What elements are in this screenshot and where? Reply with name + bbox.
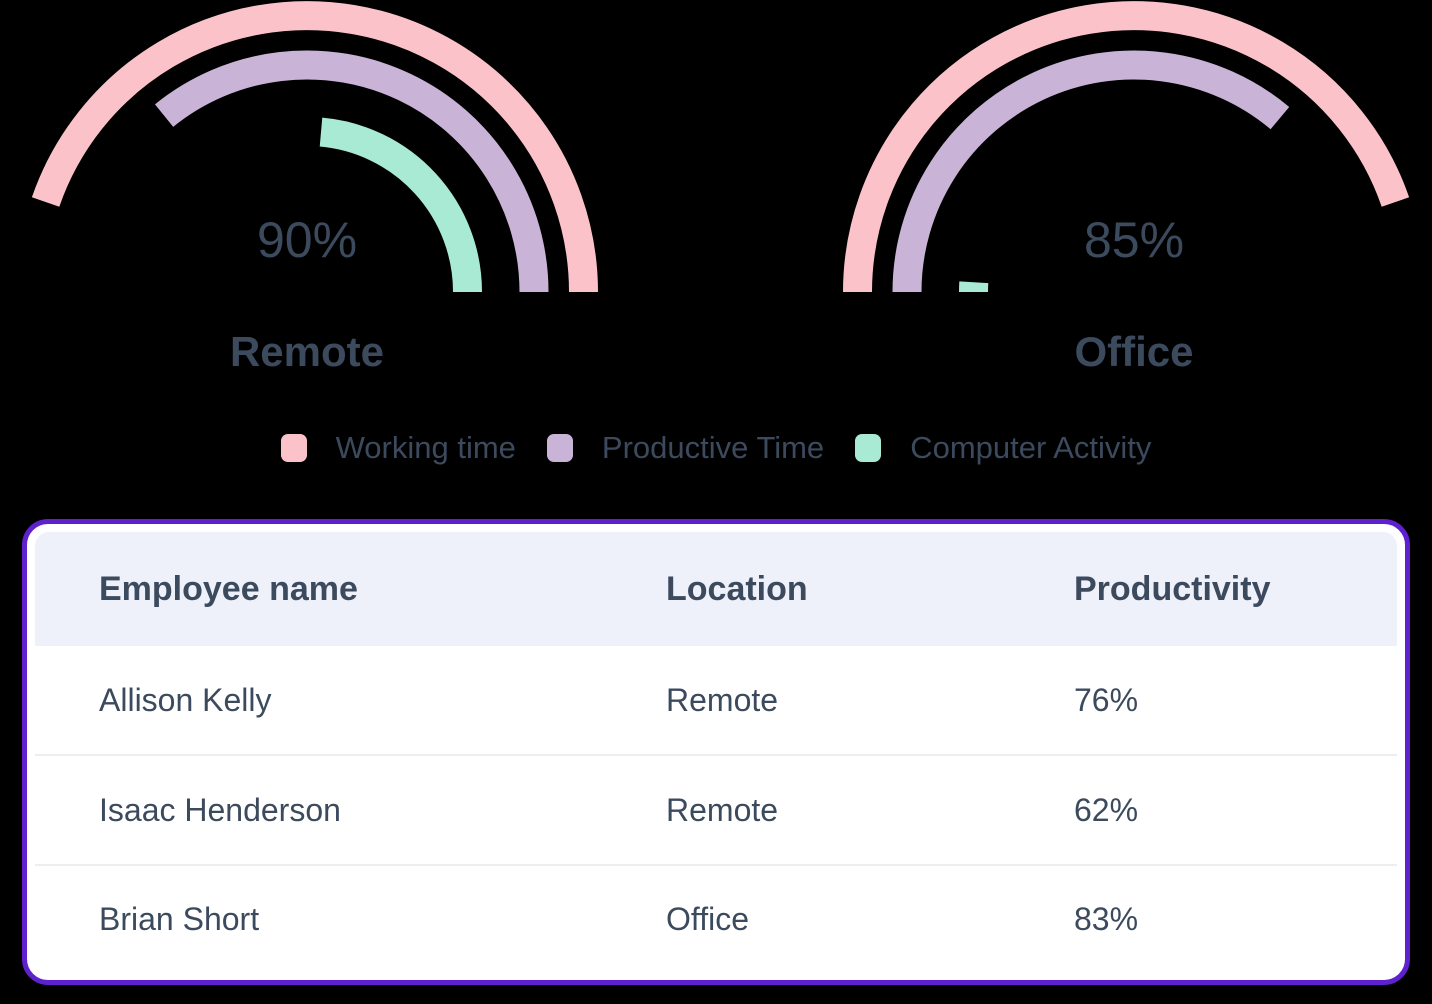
gauge-ring-purple — [892, 50, 1290, 293]
cell-productivity: 76% — [1074, 681, 1139, 718]
legend-swatch — [546, 434, 573, 462]
column-header-employee-name: Employee name — [99, 569, 358, 608]
legend-item: Working time — [280, 430, 516, 465]
cell-employee-name: Brian Short — [99, 900, 260, 937]
gauge-ring-teal — [319, 117, 482, 293]
cell-employee-name: Isaac Henderson — [99, 791, 341, 828]
legend-swatch — [855, 434, 882, 462]
legend-swatch — [280, 434, 307, 462]
table-header-row: Employee name Location Productivity — [35, 532, 1397, 646]
legend-label: Computer Activity — [910, 430, 1152, 465]
employee-table-card: Employee name Location Productivity Alli… — [22, 519, 1410, 985]
gauge-ring-pink — [31, 1, 598, 293]
cell-productivity: 62% — [1074, 791, 1139, 828]
table-row: Allison Kelly Remote 76% — [35, 646, 1397, 756]
table-row: Isaac Henderson Remote 62% — [35, 756, 1397, 866]
cell-location: Remote — [666, 681, 779, 718]
legend-label: Working time — [335, 430, 516, 465]
gauge-remote-title: Remote — [229, 328, 385, 375]
column-header-location: Location — [666, 569, 808, 608]
legend-item: Productive Time — [546, 430, 825, 465]
legend-item: Computer Activity — [855, 430, 1152, 465]
gauge-remote-value: 90% — [256, 212, 358, 268]
cell-employee-name: Allison Kelly — [99, 681, 272, 718]
gauge-office-value: 85% — [1083, 212, 1185, 268]
gauges-chart — [31, 1, 1410, 293]
cell-location: Remote — [666, 791, 779, 828]
gauge-ring-purple — [154, 50, 549, 293]
cell-productivity: 83% — [1074, 900, 1139, 937]
chart-legend: Working time Productive Time Computer Ac… — [0, 430, 1432, 465]
legend-label: Productive Time — [601, 430, 825, 465]
gauge-office-title: Office — [1074, 328, 1194, 375]
column-header-productivity: Productivity — [1074, 569, 1271, 608]
cell-location: Office — [666, 900, 749, 937]
table-body: Allison Kelly Remote 76% Isaac Henderson… — [35, 646, 1397, 972]
table-row: Brian Short Office 83% — [35, 866, 1397, 972]
gauge-ring-pink — [843, 1, 1410, 293]
